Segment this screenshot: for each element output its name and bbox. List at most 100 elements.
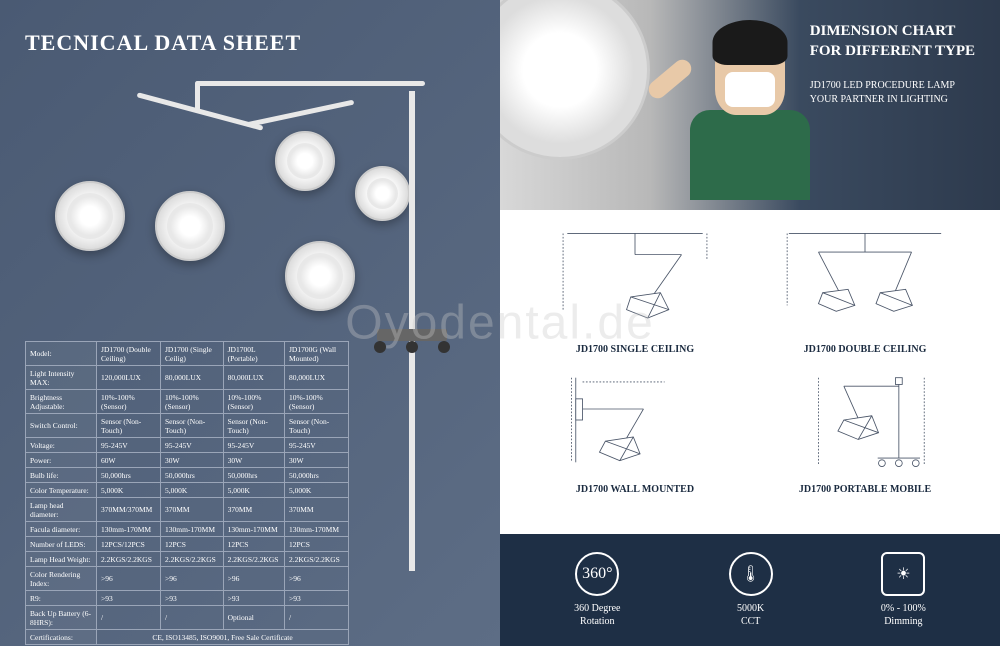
row-cell: >93 [97, 591, 161, 606]
row-label: Number of LEDS: [26, 537, 97, 552]
row-cell: 80,000LUX [285, 366, 349, 390]
row-cell: >96 [285, 567, 349, 591]
feature-cct: 🌡 5000KCCT [729, 552, 773, 628]
row-cell: 30W [161, 453, 224, 468]
row-cell: 95-245V [223, 438, 284, 453]
row-cell: 130mm-170MM [285, 522, 349, 537]
row-label: Voltage: [26, 438, 97, 453]
row-cell: 80,000LUX [223, 366, 284, 390]
row-cell: 5,000K [223, 483, 284, 498]
table-row: R9:>93>93>93>93 [26, 591, 349, 606]
row-cell: 50,000hrs [161, 468, 224, 483]
row-cell: 60W [97, 453, 161, 468]
spec-table: Model:JD1700 (Double Ceiling)JD1700 (Sin… [25, 341, 349, 645]
table-row: Switch Control:Sensor (Non-Touch)Sensor … [26, 414, 349, 438]
row-cell: 5,000K [97, 483, 161, 498]
table-row: Light Intensity MAX:120,000LUX80,000LUX8… [26, 366, 349, 390]
hero-person-image [680, 30, 820, 210]
table-row-certifications: Certifications:CE, ISO13485, ISO9001, Fr… [26, 630, 349, 645]
feature-rotation: 360° 360 DegreeRotation [574, 552, 620, 628]
row-label: Power: [26, 453, 97, 468]
row-cell: 10%-100% (Sensor) [223, 390, 284, 414]
row-cell: 30W [285, 453, 349, 468]
row-cell: 130mm-170MM [223, 522, 284, 537]
row-cell: 50,000hrs [285, 468, 349, 483]
row-cell: Sensor (Non-Touch) [161, 414, 224, 438]
table-row: Back Up Battery (6-8HRS)://Optional/ [26, 606, 349, 630]
hero-subtitle: JD1700 LED PROCEDURE LAMP YOUR PARTNER I… [810, 79, 975, 107]
row-cell: 50,000hrs [97, 468, 161, 483]
table-row: Lamp Head Weight:2.2KGS/2.2KGS2.2KGS/2.2… [26, 552, 349, 567]
row-cell: 50,000hrs [223, 468, 284, 483]
row-cell: 2.2KGS/2.2KGS [97, 552, 161, 567]
row-label: Color Temperature: [26, 483, 97, 498]
table-row: Color Rendering Index:>96>96>96>96 [26, 567, 349, 591]
row-cell: JD1700 (Double Ceiling) [97, 342, 161, 366]
row-cell: >93 [285, 591, 349, 606]
row-cell: 10%-100% (Sensor) [97, 390, 161, 414]
row-label: Bulb life: [26, 468, 97, 483]
row-cell: 80,000LUX [161, 366, 224, 390]
row-cell: 370MM [285, 498, 349, 522]
diagram-label: JD1700 PORTABLE MOBILE [760, 484, 970, 495]
diagram-double-ceiling: JD1700 DOUBLE CEILING [760, 225, 970, 355]
diagram-portable-mobile: JD1700 PORTABLE MOBILE [760, 365, 970, 495]
hero-banner: DIMENSION CHART FOR DIFFERENT TYPE JD170… [500, 0, 1000, 210]
row-cell: JD1700L (Portable) [223, 342, 284, 366]
row-label: Switch Control: [26, 414, 97, 438]
row-label: Light Intensity MAX: [26, 366, 97, 390]
row-cell: 130mm-170MM [161, 522, 224, 537]
hero-title: DIMENSION CHART FOR DIFFERENT TYPE [810, 22, 975, 61]
left-title: TECNICAL DATA SHEET [25, 30, 475, 56]
rotation-icon: 360° [575, 552, 619, 596]
row-cell: CE, ISO13485, ISO9001, Free Sale Certifi… [97, 630, 349, 645]
row-cell: 370MM/370MM [97, 498, 161, 522]
diagram-label: JD1700 SINGLE CEILING [530, 344, 740, 355]
diagram-single-ceiling: JD1700 SINGLE CEILING [530, 225, 740, 355]
thermometer-icon: 🌡 [729, 552, 773, 596]
row-cell: 2.2KGS/2.2KGS [285, 552, 349, 567]
row-cell: 12PCS [223, 537, 284, 552]
table-row: Brightness Adjustable:10%-100% (Sensor)1… [26, 390, 349, 414]
diagram-wall-mounted: JD1700 WALL MOUNTED [530, 365, 740, 495]
table-row: Bulb life:50,000hrs50,000hrs50,000hrs50,… [26, 468, 349, 483]
features-bar: 360° 360 DegreeRotation 🌡 5000KCCT ☀ 0% … [500, 534, 1000, 646]
row-cell: >96 [223, 567, 284, 591]
table-row: Color Temperature:5,000K5,000K5,000K5,00… [26, 483, 349, 498]
row-cell: 10%-100% (Sensor) [161, 390, 224, 414]
diagram-label: JD1700 DOUBLE CEILING [760, 344, 970, 355]
row-label: Lamp head diameter: [26, 498, 97, 522]
row-cell: 30W [223, 453, 284, 468]
row-cell: Sensor (Non-Touch) [223, 414, 284, 438]
row-cell: 130mm-170MM [97, 522, 161, 537]
table-row: Power:60W30W30W30W [26, 453, 349, 468]
row-label: Model: [26, 342, 97, 366]
row-cell: 10%-100% (Sensor) [285, 390, 349, 414]
diagram-grid: JD1700 SINGLE CEILING JD1700 DO [500, 210, 1000, 510]
row-cell: Sensor (Non-Touch) [97, 414, 161, 438]
table-row: Facula diameter:130mm-170MM130mm-170MM13… [26, 522, 349, 537]
row-cell: 95-245V [97, 438, 161, 453]
brightness-icon: ☀ [881, 552, 925, 596]
technical-data-panel: TECNICAL DATA SHEET Model:JD1700 (Double… [0, 0, 500, 646]
row-label: Back Up Battery (6-8HRS): [26, 606, 97, 630]
row-cell: / [97, 606, 161, 630]
hero-lamp-image [500, 0, 650, 160]
row-cell: 95-245V [161, 438, 224, 453]
feature-dimming: ☀ 0% - 100%Dimming [881, 552, 926, 628]
row-label: R9: [26, 591, 97, 606]
row-cell: 5,000K [161, 483, 224, 498]
row-cell: 2.2KGS/2.2KGS [161, 552, 224, 567]
dimension-chart-panel: DIMENSION CHART FOR DIFFERENT TYPE JD170… [500, 0, 1000, 646]
table-row: Voltage:95-245V95-245V95-245V95-245V [26, 438, 349, 453]
row-cell: 12PCS [285, 537, 349, 552]
row-cell: 12PCS [161, 537, 224, 552]
diagram-label: JD1700 WALL MOUNTED [530, 484, 740, 495]
row-cell: 2.2KGS/2.2KGS [223, 552, 284, 567]
row-cell: 5,000K [285, 483, 349, 498]
row-cell: >96 [97, 567, 161, 591]
row-cell: / [161, 606, 224, 630]
row-label: Facula diameter: [26, 522, 97, 537]
row-label: Brightness Adjustable: [26, 390, 97, 414]
row-cell: 95-245V [285, 438, 349, 453]
